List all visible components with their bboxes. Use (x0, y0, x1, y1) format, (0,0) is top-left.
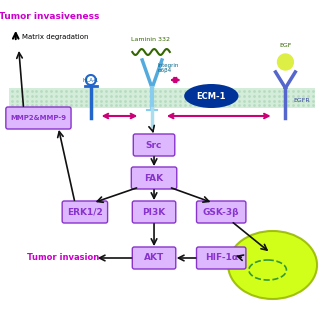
FancyBboxPatch shape (196, 247, 246, 269)
Text: AKT: AKT (144, 253, 164, 262)
Text: EGF: EGF (279, 43, 292, 48)
Text: ECM-1: ECM-1 (196, 92, 226, 100)
FancyBboxPatch shape (132, 247, 176, 269)
Text: EGFR: EGFR (293, 98, 310, 102)
Circle shape (277, 54, 293, 70)
Text: Integrin
α6β4: Integrin α6β4 (158, 63, 180, 73)
Text: GSK-3β: GSK-3β (203, 207, 239, 217)
Ellipse shape (184, 84, 238, 108)
Text: PI3K: PI3K (142, 207, 166, 217)
Text: ERK1/2: ERK1/2 (67, 207, 103, 217)
FancyBboxPatch shape (196, 201, 246, 223)
Text: FAK: FAK (144, 173, 164, 182)
FancyBboxPatch shape (62, 201, 108, 223)
FancyBboxPatch shape (131, 167, 177, 189)
Text: Tumor invasiveness: Tumor invasiveness (0, 12, 99, 21)
Text: Matrix degradation: Matrix degradation (22, 34, 88, 40)
FancyBboxPatch shape (132, 201, 176, 223)
Text: MMP2&MMP-9: MMP2&MMP-9 (10, 115, 67, 121)
Text: Tumor invasion: Tumor invasion (27, 253, 99, 262)
Text: Laminin 332: Laminin 332 (131, 37, 170, 42)
FancyBboxPatch shape (133, 134, 175, 156)
FancyBboxPatch shape (6, 107, 71, 129)
Bar (9, 88, 315, 108)
Text: HIF-1α: HIF-1α (205, 253, 238, 262)
Text: HLA-1: HLA-1 (83, 78, 99, 83)
Ellipse shape (228, 231, 317, 299)
Text: Src: Src (146, 140, 162, 149)
